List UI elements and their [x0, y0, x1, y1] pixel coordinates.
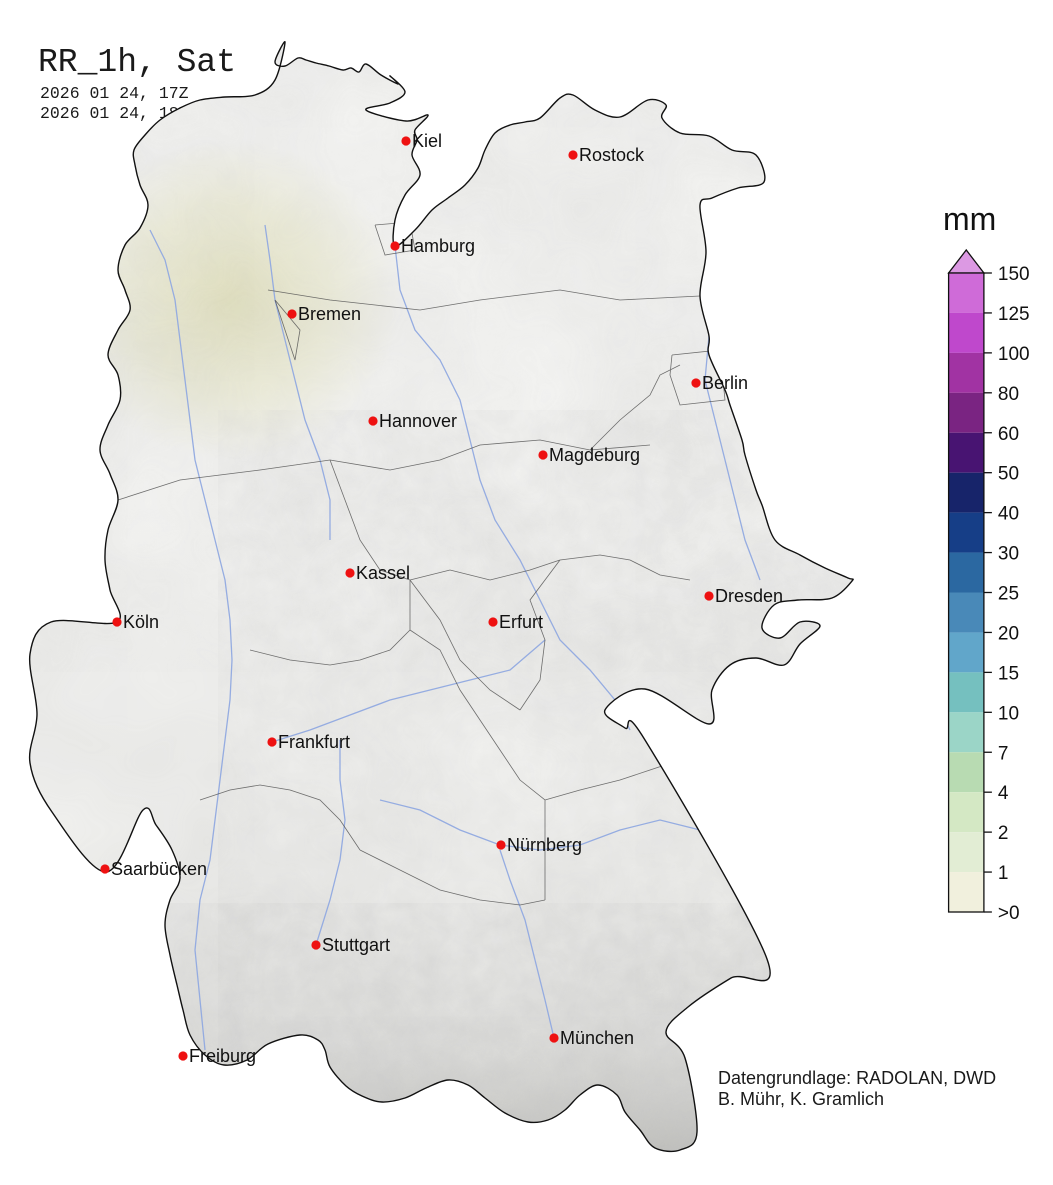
- svg-text:30: 30: [998, 544, 1019, 565]
- svg-text:Frankfurt: Frankfurt: [278, 732, 350, 752]
- svg-text:Nürnberg: Nürnberg: [507, 835, 582, 855]
- svg-text:7: 7: [998, 743, 1009, 764]
- svg-text:Saarbücken: Saarbücken: [111, 859, 207, 879]
- svg-text:Hamburg: Hamburg: [401, 236, 475, 256]
- svg-text:15: 15: [998, 663, 1019, 684]
- svg-text:Dresden: Dresden: [715, 586, 783, 606]
- svg-text:Rostock: Rostock: [579, 145, 645, 165]
- svg-text:Stuttgart: Stuttgart: [322, 935, 390, 955]
- svg-text:Bremen: Bremen: [298, 304, 361, 324]
- svg-text:50: 50: [998, 464, 1019, 485]
- svg-text:Hannover: Hannover: [379, 411, 457, 431]
- svg-text:100: 100: [998, 344, 1030, 365]
- svg-text:Kassel: Kassel: [356, 563, 410, 583]
- svg-text:1: 1: [998, 863, 1009, 884]
- svg-text:München: München: [560, 1028, 634, 1048]
- svg-text:125: 125: [998, 304, 1030, 325]
- svg-text:150: 150: [998, 264, 1030, 285]
- svg-text:10: 10: [998, 703, 1019, 724]
- svg-text:Erfurt: Erfurt: [499, 612, 543, 632]
- svg-text:Freiburg: Freiburg: [189, 1046, 256, 1066]
- svg-text:Köln: Köln: [123, 612, 159, 632]
- svg-text:80: 80: [998, 384, 1019, 405]
- svg-text:Berlin: Berlin: [702, 373, 748, 393]
- svg-text:Kiel: Kiel: [412, 131, 442, 151]
- svg-text:25: 25: [998, 584, 1019, 605]
- svg-text:20: 20: [998, 623, 1019, 644]
- svg-text:Magdeburg: Magdeburg: [549, 445, 640, 465]
- svg-text:60: 60: [998, 424, 1019, 445]
- svg-text:2: 2: [998, 823, 1009, 844]
- svg-text:mm: mm: [943, 201, 996, 237]
- svg-text:4: 4: [998, 783, 1009, 804]
- svg-text:40: 40: [998, 504, 1019, 525]
- svg-text:>0: >0: [998, 903, 1020, 924]
